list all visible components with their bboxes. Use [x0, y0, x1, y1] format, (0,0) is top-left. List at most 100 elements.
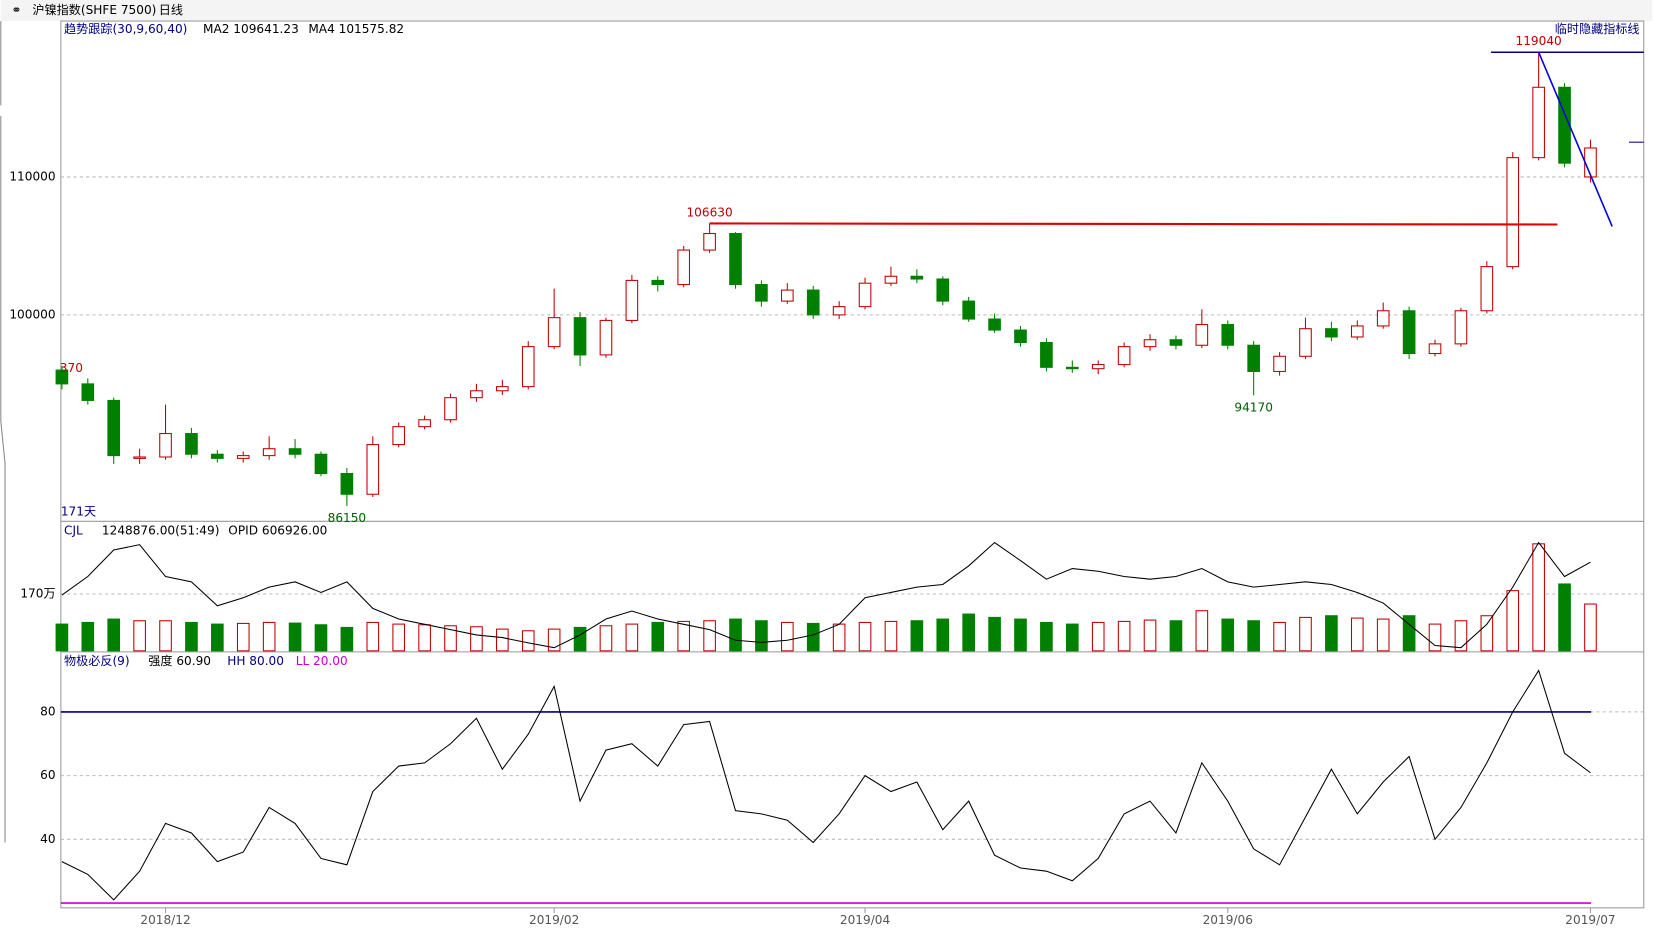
hide-button[interactable]: 临时隐藏指标线: [1555, 21, 1640, 36]
y-tick-label: 60: [40, 768, 55, 782]
volume-bar: [1299, 616, 1312, 652]
candle-body: [988, 318, 1001, 331]
volume-bar: [340, 626, 354, 652]
candle-body: [625, 279, 639, 321]
indicator-title[interactable]: 趋势跟踪(30,9,60,40): [64, 22, 187, 36]
volume-bar: [133, 620, 146, 652]
edge-label: 370: [60, 361, 83, 375]
candle-body: [755, 284, 768, 302]
volume-bar: [1195, 610, 1209, 652]
candle-body: [1169, 339, 1183, 346]
candle-body: [651, 279, 665, 286]
indicator-value: MA2 109641.23: [203, 22, 299, 36]
volume-bar: [1454, 620, 1468, 652]
volume-bar: [1169, 620, 1183, 652]
side-panel-edge: [0, 21, 6, 843]
volume-bar: [755, 620, 768, 652]
indicator-title[interactable]: 物极必反(9): [64, 654, 130, 668]
period[interactable]: 日线: [159, 3, 183, 17]
volume-bar: [1014, 618, 1027, 652]
volume-bar: [703, 620, 716, 652]
volume-bar: [1247, 620, 1260, 652]
candle-body: [1247, 344, 1260, 372]
volume-bar: [521, 630, 535, 652]
candle-body: [1584, 147, 1597, 178]
candle-body: [1480, 266, 1494, 312]
volume-bar: [884, 620, 898, 652]
candle-body: [1065, 366, 1079, 370]
oi-line: [61, 541, 1591, 649]
volume-bar: [1350, 617, 1364, 652]
candle-body: [262, 448, 276, 457]
edge-label: 171天: [61, 504, 96, 518]
x-tick-label: 2019/04: [840, 913, 891, 927]
volume-bar: [1117, 620, 1131, 652]
volume-bar: [288, 622, 302, 652]
candle-body: [832, 306, 846, 316]
volume-bar: [677, 620, 691, 652]
candle-body: [936, 278, 950, 302]
candle-body: [521, 346, 535, 388]
volume-bar: [962, 613, 975, 652]
down-trend-line: [1537, 51, 1613, 227]
candle-body: [496, 386, 509, 392]
volume-bar: [988, 616, 1001, 652]
volume-bar: [1532, 543, 1545, 652]
candle-body: [288, 448, 302, 455]
high-label: 119040: [1516, 34, 1562, 48]
candle-body: [159, 433, 172, 458]
candle-body: [910, 275, 924, 280]
candle-body: [1454, 310, 1468, 345]
candle-body: [1117, 346, 1131, 366]
volume-bar: [1480, 615, 1494, 652]
indicator-value: HH 80.00: [227, 654, 284, 668]
volume-bar: [107, 618, 121, 652]
volume-bar: [366, 621, 380, 652]
volume-bar: [55, 623, 69, 652]
candle-body: [1532, 86, 1545, 159]
high-label: 106630: [686, 205, 732, 219]
y-tick-label: 110000: [9, 169, 55, 183]
low-label: 86150: [328, 511, 367, 525]
symbol-title[interactable]: 沪镍指数(SHFE 7500): [32, 2, 156, 17]
candle-body: [729, 232, 742, 286]
candle-body: [1376, 310, 1390, 327]
candle-body: [133, 456, 146, 459]
volume-bar: [1065, 623, 1079, 652]
indicator-title[interactable]: CJL: [64, 523, 83, 537]
candle-body: [444, 397, 457, 421]
indicator-value: 强度 60.90: [148, 653, 211, 668]
candle-body: [1273, 355, 1286, 372]
volume-bar: [781, 621, 794, 652]
volume-bar: [1273, 621, 1286, 652]
volume-bar: [910, 620, 924, 652]
candle-body: [781, 289, 794, 302]
candle-body: [1143, 339, 1157, 348]
volume-bar: [1091, 621, 1105, 652]
candle-body: [677, 249, 691, 286]
candle-body: [314, 453, 328, 475]
plot-frame: [60, 20, 1645, 909]
candle-body: [1558, 86, 1571, 164]
volume-bar: [1040, 621, 1053, 652]
candle-body: [858, 282, 872, 308]
volume-bar: [858, 621, 872, 652]
volume-bar: [1325, 615, 1338, 652]
volume-bar: [211, 623, 224, 652]
candle-body: [392, 426, 406, 446]
volume-bar: [159, 620, 172, 652]
candle-body: [884, 275, 898, 284]
indicator-value: 1248876.00(51:49): [102, 523, 220, 537]
title-bar: [0, 0, 1653, 22]
volume-bar: [1584, 603, 1597, 652]
volume-bar: [470, 626, 483, 652]
candle-body: [599, 319, 613, 356]
candle-body: [366, 444, 380, 495]
candle-body: [211, 453, 224, 459]
x-tick-label: 2019/06: [1203, 913, 1253, 927]
volume-bar: [444, 625, 457, 652]
volume-bar: [1143, 619, 1157, 652]
indicator-value: LL 20.00: [296, 654, 348, 668]
volume-bar: [599, 625, 613, 652]
